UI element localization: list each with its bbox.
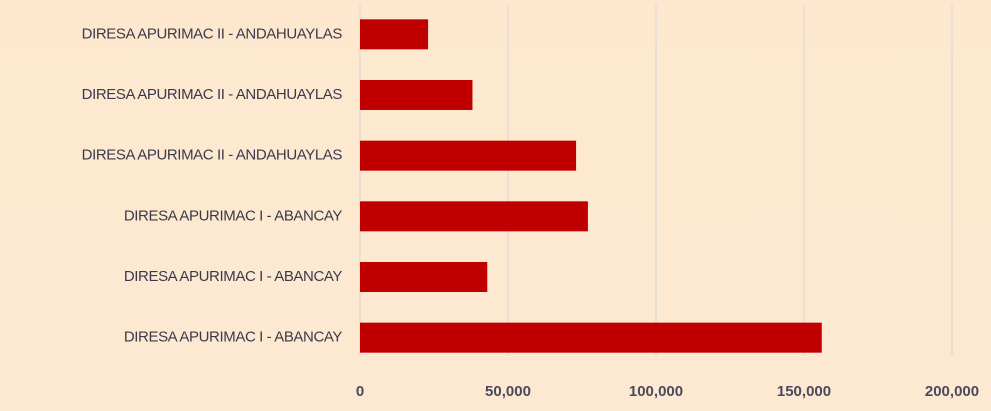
bar: [360, 201, 588, 232]
y-tick-label: DIRESA APURIMAC I - ABANCAY: [124, 329, 343, 346]
y-tick-label: DIRESA APURIMAC II - ANDAHUAYLAS: [82, 147, 343, 164]
bar: [360, 19, 429, 50]
y-tick-label: DIRESA APURIMAC II - ANDAHUAYLAS: [82, 86, 343, 103]
bar: [360, 322, 822, 353]
x-tick-label: 200,000: [925, 383, 979, 400]
x-tick-label: 150,000: [777, 383, 831, 400]
bar: [360, 262, 488, 292]
x-tick-label: 0: [356, 383, 364, 400]
x-tick-label: 100,000: [629, 383, 683, 400]
bar: [360, 80, 473, 110]
y-tick-label: DIRESA APURIMAC I - ABANCAY: [124, 207, 343, 224]
y-tick-label: DIRESA APURIMAC II - ANDAHUAYLAS: [82, 25, 343, 42]
y-tick-label: DIRESA APURIMAC I - ABANCAY: [124, 268, 343, 285]
bar: [360, 140, 577, 171]
x-tick-label: 50,000: [485, 383, 531, 400]
